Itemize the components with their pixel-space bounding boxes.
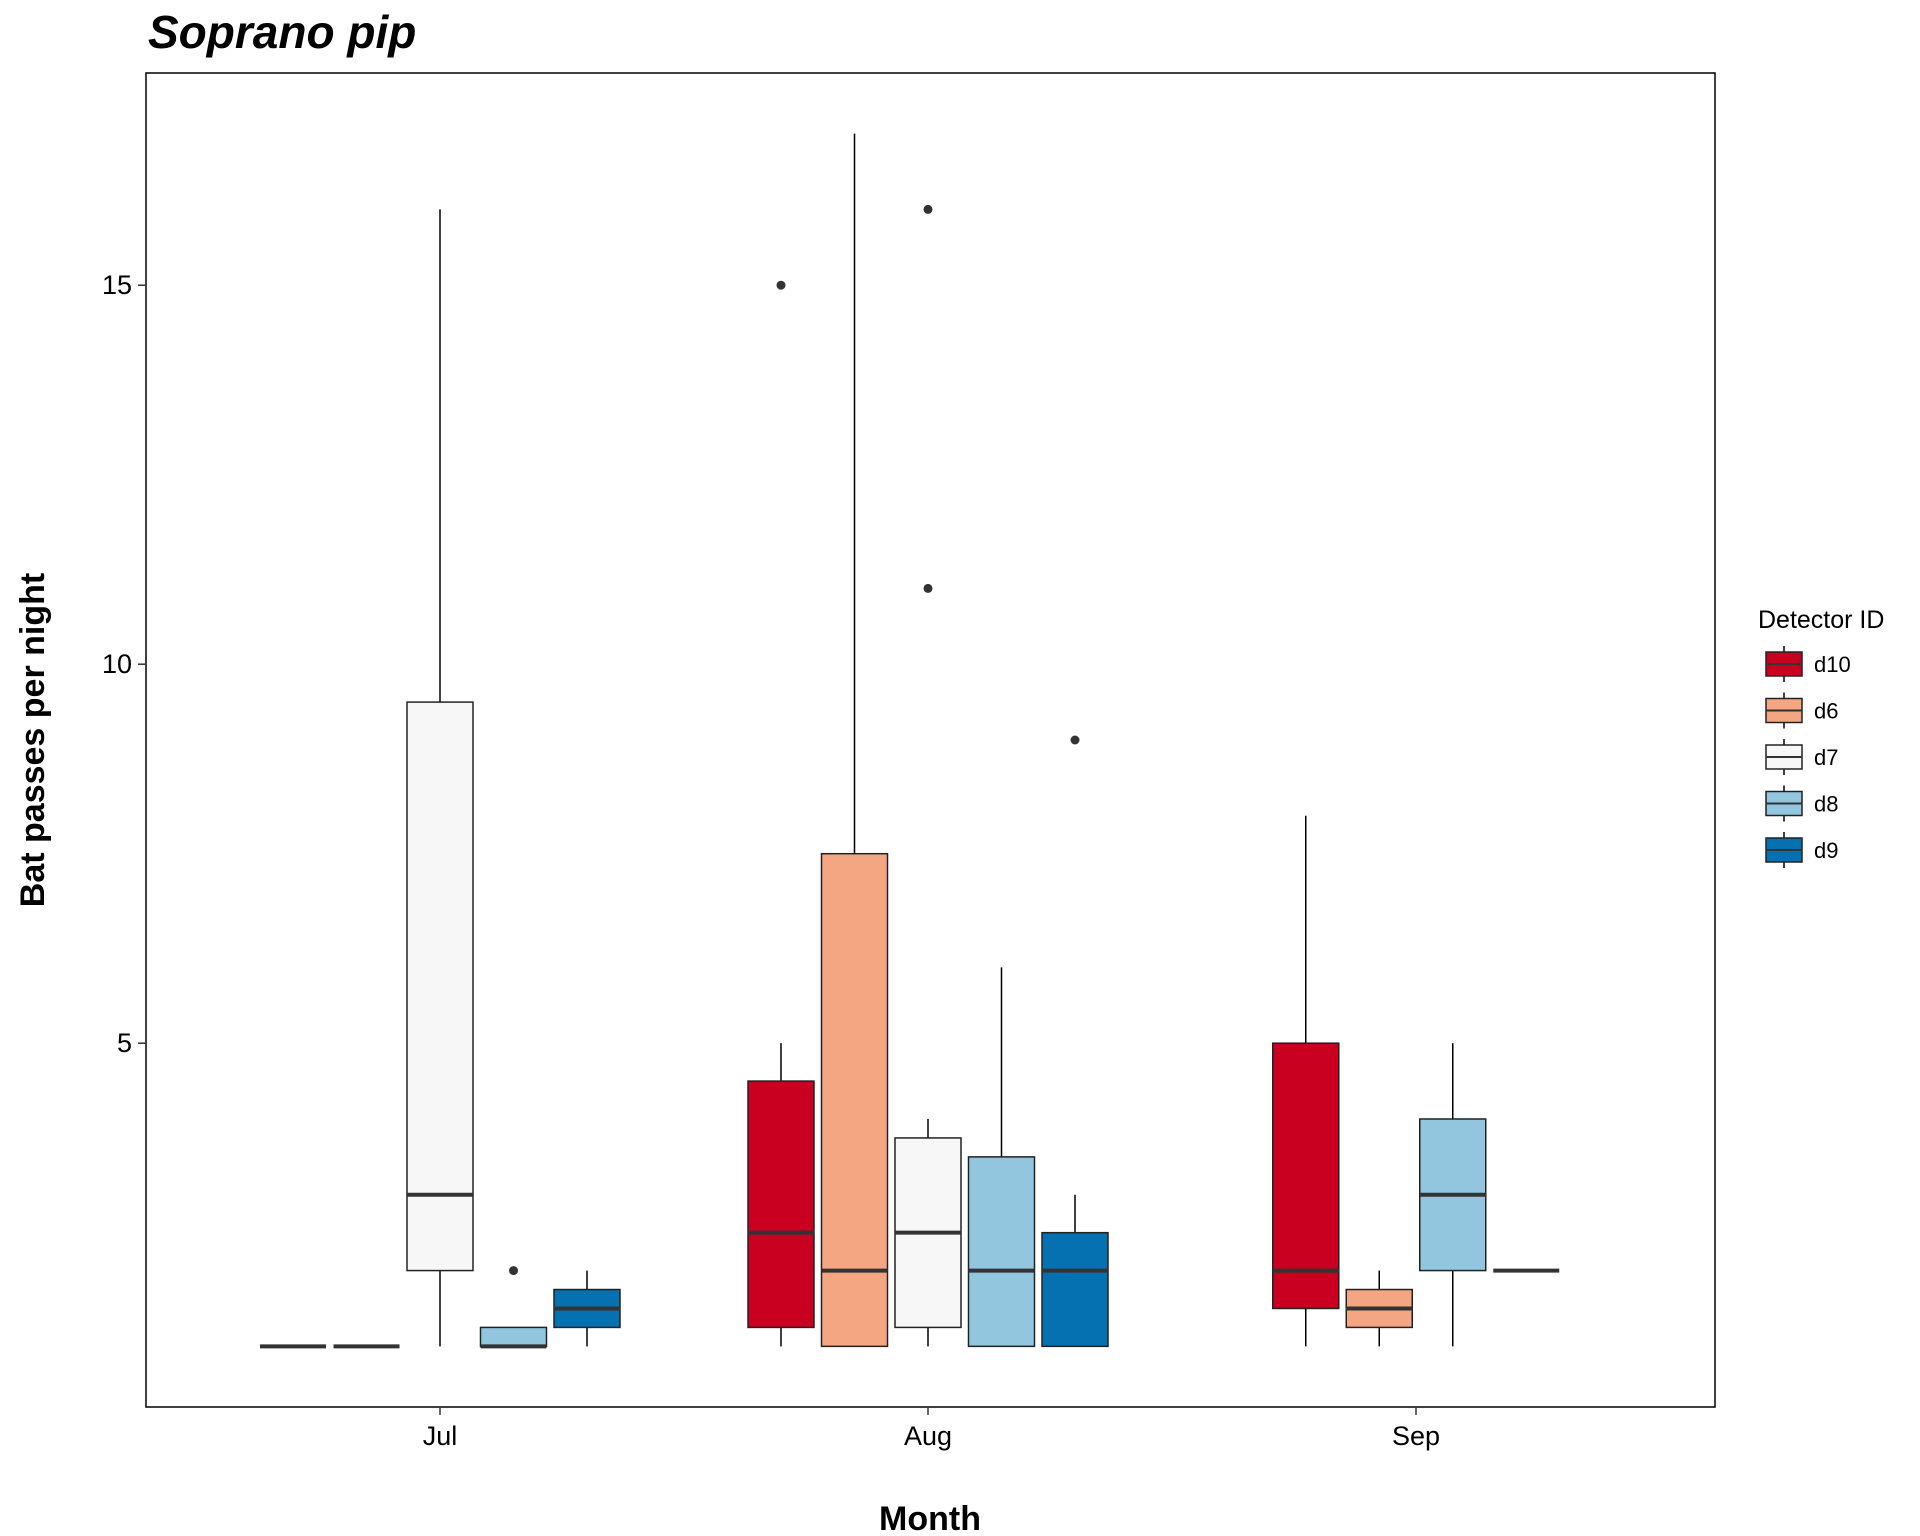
box-body [406, 701, 474, 1272]
chart-title: Soprano pip [148, 6, 416, 58]
outlier-point [923, 204, 933, 214]
box-body [479, 1326, 548, 1348]
box-body [1041, 1231, 1109, 1348]
box-d7-Jul [406, 209, 474, 1347]
box-d6-Sep [1345, 1270, 1413, 1347]
legend-label: d9 [1814, 838, 1838, 863]
box-d10-Sep [1272, 815, 1340, 1347]
x-axis-title: Month [879, 1500, 981, 1536]
y-tick-label: 10 [102, 649, 132, 679]
box-d6-Aug [820, 133, 889, 1348]
box-d8-Jul [479, 1266, 548, 1349]
y-tick-label: 15 [102, 270, 132, 300]
x-tick-label: Sep [1392, 1421, 1440, 1451]
box-d9-Aug [1041, 735, 1109, 1348]
x-tick-label: Jul [423, 1421, 458, 1451]
box-body [820, 852, 889, 1348]
y-axis-title: Bat passes per night [14, 573, 52, 907]
outlier-point [776, 280, 786, 290]
outlier-point [509, 1266, 518, 1276]
legend-item-d9: d9 [1765, 832, 1838, 868]
legend-label: d8 [1814, 792, 1838, 817]
legend-label: d7 [1814, 745, 1838, 770]
box-d8-Aug [967, 967, 1036, 1348]
outlier-point [1070, 735, 1080, 745]
legend-label: d10 [1814, 652, 1851, 677]
box-body [1272, 1042, 1340, 1310]
y-tick-label: 5 [117, 1028, 132, 1058]
box-layer [260, 133, 1560, 1349]
box-body [967, 1156, 1036, 1348]
legend-item-d6: d6 [1765, 692, 1838, 729]
x-axis: Jul Aug Sep [423, 1407, 1440, 1451]
legend: Detector ID d10 d6 d7 d8 d9 [1758, 606, 1884, 868]
box-body [747, 1080, 815, 1329]
outlier-point [923, 583, 933, 593]
y-axis: 5 10 15 [102, 270, 146, 1058]
x-tick-label: Aug [904, 1421, 952, 1451]
legend-item-d10: d10 [1765, 646, 1851, 682]
box-d9-Jul [553, 1270, 621, 1347]
legend-item-d7: d7 [1765, 739, 1838, 775]
box-d7-Aug [894, 204, 962, 1347]
box-d8-Sep [1419, 1043, 1487, 1347]
legend-item-d8: d8 [1765, 785, 1838, 822]
legend-label: d6 [1814, 699, 1838, 724]
legend-title: Detector ID [1758, 606, 1884, 634]
box-d10-Aug [747, 280, 815, 1347]
